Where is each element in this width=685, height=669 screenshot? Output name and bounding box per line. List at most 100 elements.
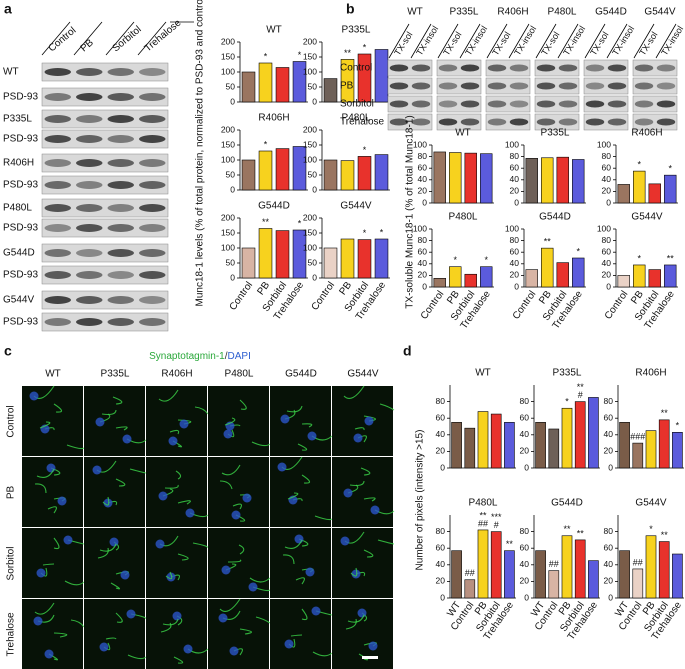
y-tick-label: 0 <box>312 96 317 106</box>
neurite <box>99 543 117 552</box>
nucleus <box>370 505 380 515</box>
blot-band <box>411 82 431 90</box>
blot <box>632 59 678 77</box>
nucleus <box>368 641 378 651</box>
y-tick-label: 0 <box>608 592 613 602</box>
subplot-title: G544D <box>539 212 571 223</box>
bar <box>451 550 462 599</box>
bar <box>275 148 290 191</box>
significance: * <box>649 524 653 534</box>
bar <box>449 152 462 204</box>
neurite <box>42 563 55 566</box>
blot <box>41 312 169 332</box>
image-column-label: WT <box>45 369 61 380</box>
blot-band <box>460 100 480 108</box>
blot-band <box>76 224 103 232</box>
significance: ** <box>506 539 514 549</box>
blot-band <box>44 93 71 101</box>
y-tick-label: 60 <box>520 542 530 552</box>
subplot-title: G544V <box>340 201 371 212</box>
neurite <box>175 470 182 480</box>
subplot-title: G544V <box>635 498 666 509</box>
neurite <box>284 539 303 549</box>
y-tick-label: 80 <box>510 235 520 245</box>
column-divider <box>508 23 530 59</box>
y-tick-label: 40 <box>436 429 446 439</box>
bar <box>241 247 256 279</box>
neurite <box>129 468 147 474</box>
y-tick-label: 0 <box>608 462 613 472</box>
neurite <box>349 480 365 487</box>
blot-band <box>44 296 71 304</box>
bar <box>645 535 657 599</box>
neurite <box>102 496 110 506</box>
significance: # <box>578 390 583 400</box>
y-axis-label: Number of pixels (intensity >15) <box>415 430 426 571</box>
y-axis-label: TX-soluble Munc18-1 (% of total Munc18-1… <box>405 115 416 308</box>
y-tick-label: 20 <box>520 446 530 456</box>
panel-label: c <box>4 343 12 359</box>
blot-band <box>76 159 103 167</box>
significance: *** <box>491 512 502 522</box>
neurite <box>53 403 63 413</box>
significance: * <box>676 421 680 431</box>
bar <box>340 160 355 191</box>
blot-band <box>44 181 71 189</box>
y-tick-label: 20 <box>602 270 612 280</box>
blot-band <box>139 204 166 212</box>
blot-column-label: Control <box>47 25 79 54</box>
blot-band <box>656 64 676 72</box>
blot-band <box>44 115 71 123</box>
micrograph <box>22 528 83 598</box>
title-part: DAPI <box>228 351 251 362</box>
significance: ** <box>544 237 552 247</box>
bar <box>464 273 477 288</box>
bar <box>574 539 586 599</box>
bar <box>648 183 661 204</box>
column-divider <box>486 23 508 59</box>
blot <box>41 109 169 129</box>
bar <box>374 238 389 279</box>
y-tick-label: 0 <box>422 197 427 207</box>
y-tick-label: 80 <box>604 396 614 406</box>
nucleus <box>357 608 367 618</box>
subplot-title: P335L <box>553 368 582 379</box>
neurite <box>282 554 295 565</box>
bar <box>477 411 489 469</box>
bar <box>504 550 515 599</box>
fraction-label: TX-sol <box>490 30 512 57</box>
fraction-label: TX-sol <box>539 30 561 57</box>
blot-band <box>139 159 166 167</box>
fraction-label: TX-insol <box>463 24 489 57</box>
y-tick-label: 0 <box>606 281 611 291</box>
bar <box>658 419 670 469</box>
blot-band <box>607 82 627 90</box>
bar <box>258 62 273 103</box>
image-column-label: P335L <box>101 369 130 380</box>
micrograph <box>332 457 393 527</box>
micrograph <box>208 528 269 598</box>
title-part: / <box>225 351 228 362</box>
y-tick-label: 50 <box>308 257 318 267</box>
blot <box>534 59 580 77</box>
blot <box>534 113 580 131</box>
bar <box>480 266 493 288</box>
significance: ## <box>549 559 559 569</box>
blot-band <box>139 181 166 189</box>
neurite <box>290 634 303 637</box>
y-tick-label: 0 <box>312 184 317 194</box>
blot-row-label: PSD-93 <box>3 92 38 103</box>
blot-band <box>76 296 103 304</box>
blot-band <box>558 64 578 72</box>
blot-band <box>656 82 676 90</box>
bar <box>275 230 290 279</box>
y-tick-label: 20 <box>436 446 446 456</box>
blot-band <box>76 93 103 101</box>
bar <box>292 146 307 191</box>
panel-label: b <box>346 1 355 17</box>
nucleus <box>36 568 46 578</box>
neurite <box>173 656 184 664</box>
nucleus <box>33 616 43 626</box>
column-divider <box>606 23 628 59</box>
x-tick-label: Control <box>603 289 631 322</box>
